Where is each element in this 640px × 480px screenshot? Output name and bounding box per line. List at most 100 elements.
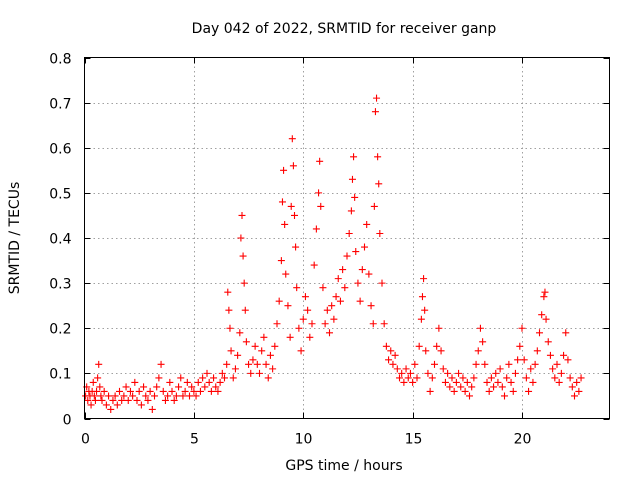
data-point xyxy=(568,383,576,391)
data-point xyxy=(105,392,113,400)
data-point xyxy=(240,279,248,287)
data-point xyxy=(501,392,508,400)
data-point xyxy=(426,387,434,395)
data-point xyxy=(170,396,178,404)
data-point xyxy=(231,365,239,373)
data-point xyxy=(269,365,277,373)
data-point xyxy=(393,365,401,373)
x-tick-label: 10 xyxy=(295,432,313,448)
data-point xyxy=(546,351,554,359)
data-point xyxy=(133,396,141,404)
data-point xyxy=(374,153,382,161)
data-point xyxy=(356,297,364,305)
data-point xyxy=(498,383,506,391)
data-point xyxy=(446,383,454,391)
data-point xyxy=(288,135,296,143)
data-point xyxy=(155,374,163,382)
data-point xyxy=(84,396,92,404)
data-point xyxy=(137,401,145,409)
y-tick-label: 0.7 xyxy=(49,97,71,113)
data-point xyxy=(470,374,478,382)
x-tick-label: 5 xyxy=(190,432,199,448)
data-point xyxy=(183,378,191,386)
data-point xyxy=(316,157,324,165)
data-point xyxy=(418,293,426,301)
data-point xyxy=(295,324,303,332)
data-point xyxy=(354,279,362,287)
data-point xyxy=(404,374,412,382)
data-point xyxy=(148,405,156,413)
data-point xyxy=(164,392,172,400)
data-point xyxy=(91,396,99,404)
data-point xyxy=(459,374,467,382)
data-point xyxy=(203,369,211,377)
data-point xyxy=(352,248,360,256)
data-point xyxy=(292,243,300,251)
data-point xyxy=(555,378,563,386)
data-point xyxy=(304,306,312,314)
y-tick-label: 0.3 xyxy=(49,277,71,293)
data-point xyxy=(159,387,167,395)
data-point xyxy=(435,324,443,332)
data-point xyxy=(297,347,305,355)
y-tick-label: 0.8 xyxy=(49,52,71,68)
data-point xyxy=(241,306,249,314)
data-point xyxy=(221,374,228,382)
data-point xyxy=(439,365,447,373)
data-point xyxy=(301,293,309,301)
data-point xyxy=(492,369,500,377)
data-point xyxy=(196,387,204,395)
data-point xyxy=(181,387,189,395)
data-point xyxy=(291,211,298,219)
data-point xyxy=(226,324,234,332)
data-points xyxy=(82,94,585,413)
data-point xyxy=(194,378,202,386)
data-point xyxy=(287,202,295,210)
data-point xyxy=(468,383,476,391)
data-point xyxy=(575,387,583,395)
data-point xyxy=(87,401,95,409)
data-point xyxy=(461,387,469,395)
data-point xyxy=(229,374,237,382)
data-point xyxy=(212,383,220,391)
data-point xyxy=(223,360,231,368)
data-point xyxy=(490,383,498,391)
y-tick-label: 0.2 xyxy=(49,322,71,338)
data-point xyxy=(168,387,176,395)
data-point xyxy=(421,306,429,314)
data-point xyxy=(571,392,578,400)
data-point xyxy=(347,207,355,215)
data-point xyxy=(282,270,290,278)
data-point xyxy=(536,329,543,337)
data-point xyxy=(93,387,101,395)
data-point xyxy=(389,360,397,368)
data-point xyxy=(420,275,428,283)
data-point xyxy=(146,387,154,395)
data-point xyxy=(224,288,232,296)
data-point xyxy=(406,369,414,377)
data-point xyxy=(236,329,244,337)
data-point xyxy=(363,220,371,228)
data-point xyxy=(422,347,430,355)
data-point xyxy=(207,387,215,395)
data-point xyxy=(273,320,281,328)
data-point xyxy=(199,374,207,382)
data-point xyxy=(118,396,126,404)
y-tick-label: 0.4 xyxy=(49,232,71,248)
data-point xyxy=(463,378,471,386)
data-point xyxy=(538,311,546,319)
y-tick-label: 0.5 xyxy=(49,187,71,203)
data-point xyxy=(424,369,432,377)
data-point xyxy=(509,387,517,395)
data-point xyxy=(455,369,463,377)
data-point xyxy=(284,302,292,310)
data-point xyxy=(260,333,268,341)
data-point xyxy=(373,94,381,102)
data-point xyxy=(315,189,323,197)
data-point xyxy=(100,387,108,395)
data-point xyxy=(369,320,377,328)
data-point xyxy=(345,229,353,237)
data-point xyxy=(201,383,209,391)
data-point xyxy=(258,347,266,355)
data-point xyxy=(411,360,419,368)
